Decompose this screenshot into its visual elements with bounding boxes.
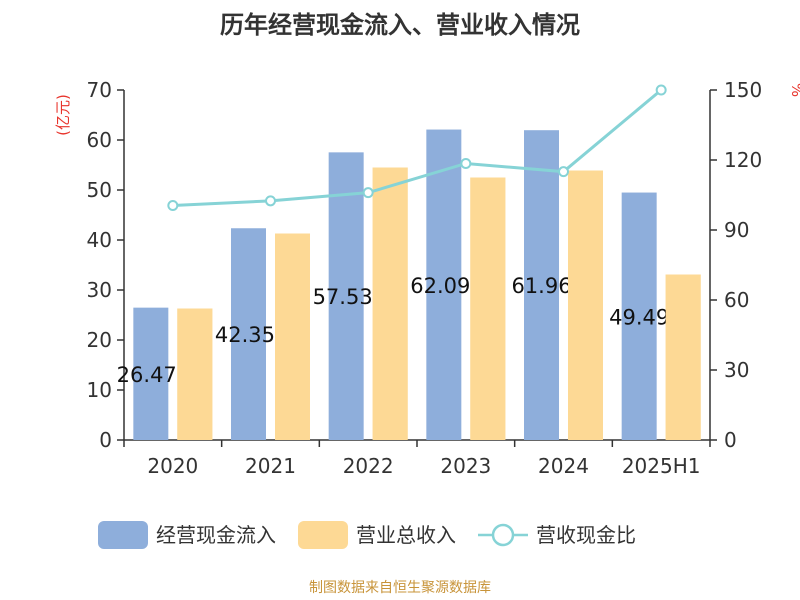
bar	[328, 152, 364, 440]
source-note: 制图数据来自恒生聚源数据库	[309, 580, 491, 596]
legend-label: 经营现金流入	[156, 523, 276, 547]
x-tick-label: 2021	[245, 454, 296, 478]
x-tick-label: 2022	[343, 454, 394, 478]
data-label: 42.35:	[215, 323, 282, 347]
x-tick-label: 2023	[440, 454, 491, 478]
bar	[426, 129, 462, 441]
right-tick-label: 0	[724, 428, 737, 452]
left-tick-label: 20	[87, 328, 112, 352]
bar	[524, 130, 559, 440]
right-tick-label: 120	[724, 148, 762, 172]
legend-label: 营业总收入	[356, 523, 456, 547]
data-label: 49.49	[609, 305, 669, 329]
bar-overlay	[568, 170, 603, 440]
legend: 经营现金流入 营业总收入 营收现金比	[98, 521, 636, 549]
line-point	[167, 200, 179, 211]
bar-overlay	[372, 167, 408, 440]
bar-overlay	[470, 177, 506, 440]
data-label: 61.96	[511, 274, 571, 298]
data-label: 57.53:	[313, 285, 380, 309]
right-tick-label: 30	[724, 358, 749, 382]
bar-overlay	[665, 274, 701, 440]
left-tick-label: 50	[87, 178, 112, 202]
bar	[621, 192, 657, 440]
data-label: 62.09:	[410, 274, 477, 298]
line-point	[460, 158, 472, 169]
x-tick-label: 2025H1	[622, 454, 701, 478]
line-point	[655, 84, 667, 96]
x-tick-label: 2020	[147, 454, 198, 478]
line-point	[265, 195, 276, 207]
line-point	[362, 187, 374, 199]
bar-overlay	[177, 308, 213, 440]
x-tick-label: 2024	[538, 454, 589, 478]
left-tick-label: 70	[87, 78, 112, 102]
right-tick-label: 90	[724, 218, 749, 242]
plot-area: 0 10 20 30 40 50 60 70 0 30 60 90 120 150 2020 2021 2022…	[87, 78, 763, 478]
data-labels: 26.47( 42.35: 57.53: 62.09: 61.96 49.49	[117, 274, 670, 387]
line-series	[172, 88, 663, 207]
chart-title: 历年经营现金流入、营业收入情况	[220, 11, 580, 39]
data-label: 26.47(	[117, 363, 185, 387]
right-tick-label: 60	[724, 288, 749, 312]
left-tick-label: 0	[99, 428, 112, 452]
legend-swatch-marker	[491, 523, 515, 547]
legend-label: 营收现金比	[536, 523, 636, 547]
line-point	[558, 166, 569, 178]
right-tick-label: 150	[724, 78, 762, 102]
left-tick-label: 30	[87, 278, 112, 302]
bar	[231, 228, 266, 440]
left-axis-unit: (亿元)	[54, 94, 72, 136]
legend-swatch	[298, 521, 348, 549]
legend-swatch	[98, 521, 148, 549]
bar-overlay	[275, 233, 310, 440]
left-tick-label: 60	[87, 128, 112, 152]
left-tick-label: 10	[87, 378, 112, 402]
right-axis-unit: %	[788, 83, 800, 97]
bar	[133, 307, 169, 440]
left-tick-label: 40	[87, 228, 112, 252]
